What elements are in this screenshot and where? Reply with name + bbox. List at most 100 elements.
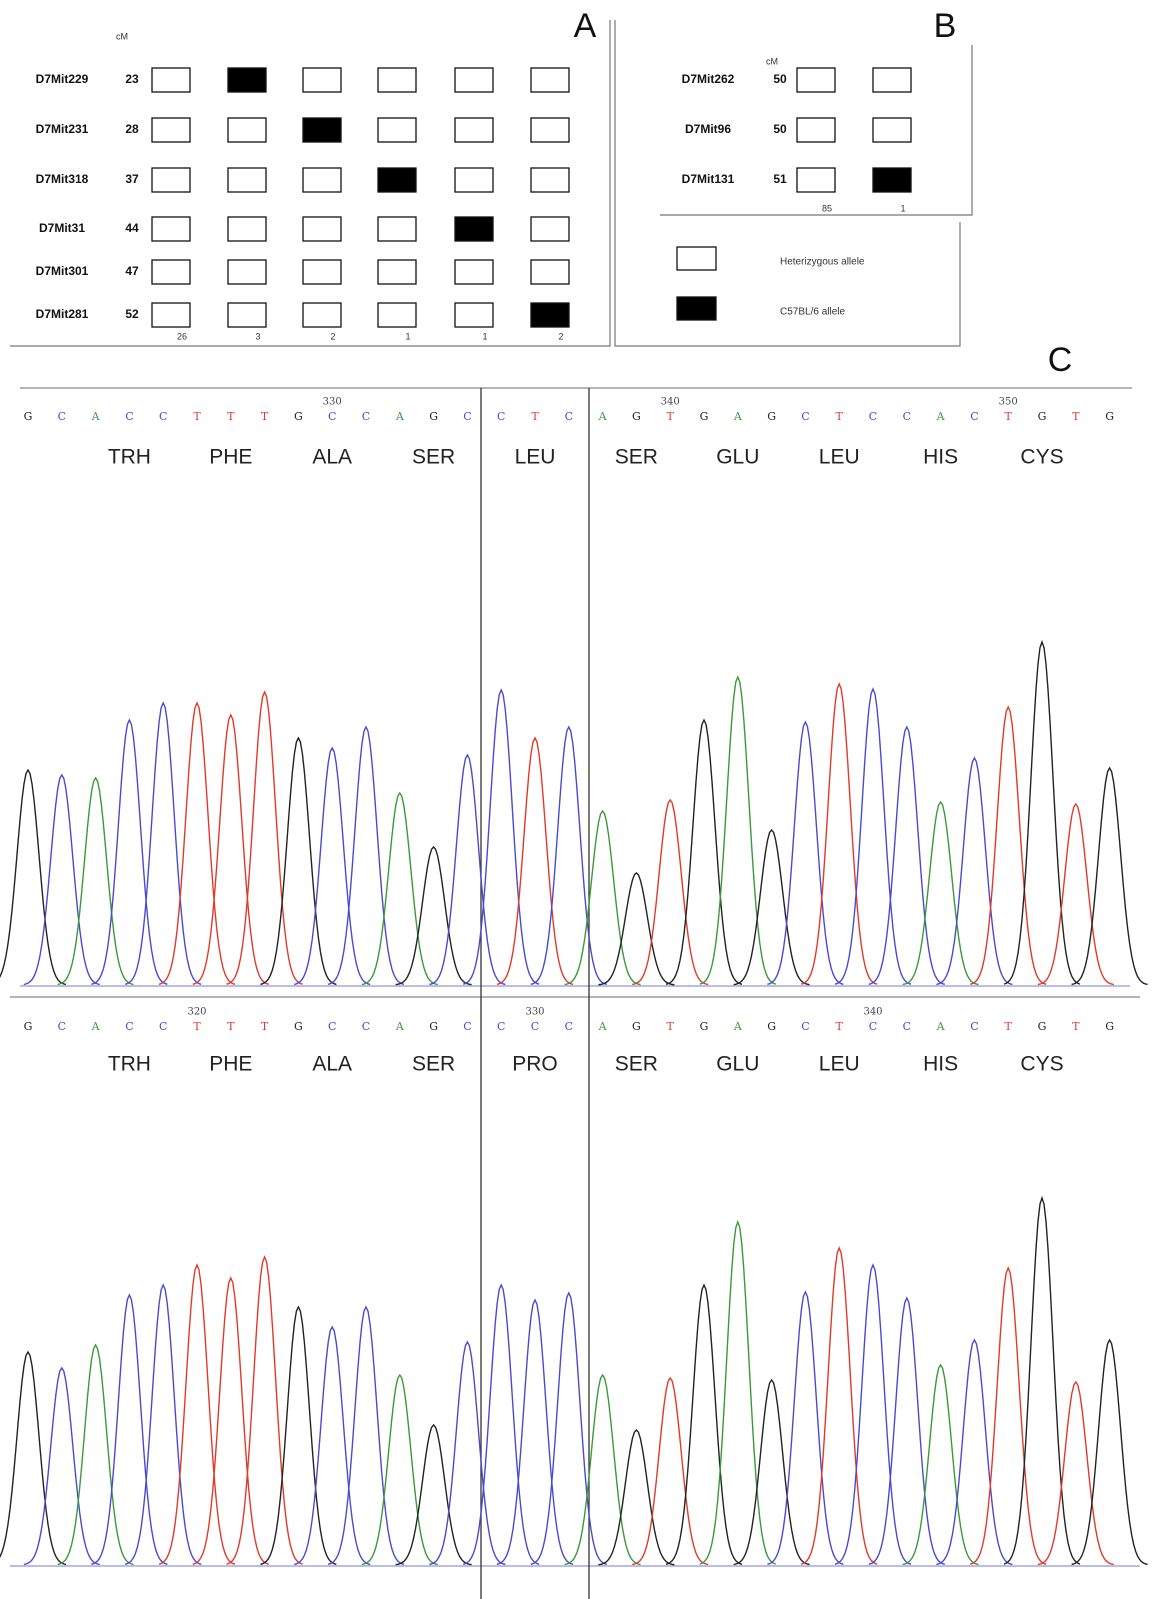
base-call: A	[936, 1020, 946, 1033]
base-call: T	[1005, 410, 1013, 423]
peak	[260, 1307, 336, 1564]
base-call: G	[1105, 410, 1114, 423]
allele-cell	[152, 68, 190, 92]
allele-cell	[228, 303, 266, 327]
amino-acid: LEU	[515, 446, 556, 469]
cm-value: 44	[125, 221, 139, 235]
base-call: C	[565, 410, 573, 423]
allele-cell	[531, 168, 569, 192]
count-label: 2	[330, 331, 335, 341]
base-call: T	[1005, 1020, 1013, 1033]
amino-acid: GLU	[716, 446, 759, 469]
marker-name: D7Mit281	[36, 307, 89, 321]
base-call: G	[632, 1020, 641, 1033]
marker-name: D7Mit262	[682, 72, 735, 86]
peak	[700, 1222, 776, 1564]
position-label: 330	[323, 397, 342, 408]
base-call: T	[193, 410, 201, 423]
amino-acid: CYS	[1020, 446, 1063, 469]
peak	[1038, 1382, 1114, 1565]
base-call: A	[936, 410, 946, 423]
base-call: C	[328, 410, 336, 423]
marker-name: D7Mit231	[36, 122, 89, 136]
allele-cell	[455, 168, 493, 192]
position-label: 340	[661, 397, 680, 408]
amino-acid: HIS	[923, 446, 958, 469]
allele-cell	[797, 168, 835, 192]
allele-cell	[873, 68, 911, 92]
peak	[58, 1345, 134, 1564]
peak	[227, 1257, 303, 1564]
position-label: 350	[999, 397, 1018, 408]
allele-cell	[228, 168, 266, 192]
base-call: T	[227, 1020, 235, 1033]
cm-value: 51	[773, 172, 787, 186]
base-call: T	[193, 1020, 201, 1033]
allele-cell	[152, 260, 190, 284]
allele-cell	[531, 217, 569, 241]
base-call: C	[362, 1020, 370, 1033]
base-call: C	[565, 1020, 573, 1033]
base-call: A	[598, 410, 608, 423]
allele-cell	[303, 68, 341, 92]
peak	[396, 847, 472, 985]
peak	[869, 727, 945, 984]
peak	[936, 1340, 1012, 1564]
peak	[734, 1380, 810, 1565]
allele-cell	[378, 260, 416, 284]
allele-cell	[152, 118, 190, 142]
count-label: 2	[558, 331, 563, 341]
peak	[159, 703, 235, 984]
base-call: G	[24, 1020, 33, 1033]
position-label: 320	[187, 1007, 206, 1018]
cm-value: 37	[125, 172, 139, 186]
base-call: T	[227, 410, 235, 423]
position-label: 340	[863, 1007, 882, 1018]
base-call: C	[801, 410, 809, 423]
peak	[598, 873, 674, 985]
allele-cell	[152, 168, 190, 192]
amino-acid: SER	[615, 1053, 658, 1076]
base-call: T	[1072, 410, 1080, 423]
peak	[970, 1268, 1046, 1564]
base-call: C	[869, 410, 877, 423]
peak	[328, 727, 404, 984]
base-call: C	[869, 1020, 877, 1033]
allele-cell	[378, 217, 416, 241]
peak	[565, 1375, 641, 1565]
base-call: T	[1072, 1020, 1080, 1033]
base-call: A	[395, 410, 405, 423]
allele-cell	[797, 68, 835, 92]
allele-cell	[873, 168, 911, 192]
base-call: C	[970, 1020, 978, 1033]
count-label: 1	[405, 331, 410, 341]
base-call: G	[1038, 410, 1047, 423]
base-call: G	[767, 1020, 776, 1033]
legend-swatch	[677, 297, 716, 320]
peak	[125, 703, 201, 984]
base-call: G	[1038, 1020, 1047, 1033]
peak	[1004, 1198, 1080, 1564]
base-call: A	[733, 1020, 743, 1033]
panel-label: C	[1048, 341, 1073, 379]
peak	[1004, 642, 1080, 984]
peak	[598, 1430, 674, 1565]
base-call: C	[801, 1020, 809, 1033]
page: { "legend": {"items": [ {"label": "Heter…	[0, 0, 1165, 1599]
peak	[260, 738, 336, 984]
allele-cell	[228, 217, 266, 241]
allele-cell	[455, 68, 493, 92]
peak	[1072, 1340, 1148, 1564]
peak	[463, 690, 539, 984]
count-label: 85	[822, 203, 832, 213]
allele-cell	[228, 118, 266, 142]
allele-cell	[152, 217, 190, 241]
peak	[159, 1265, 235, 1564]
base-call: C	[362, 410, 370, 423]
cm-header: cM	[116, 31, 128, 41]
allele-cell	[455, 303, 493, 327]
base-call: A	[598, 1020, 608, 1033]
peak	[767, 1292, 843, 1564]
amino-acid: PHE	[209, 1053, 252, 1076]
allele-cell	[303, 118, 341, 142]
